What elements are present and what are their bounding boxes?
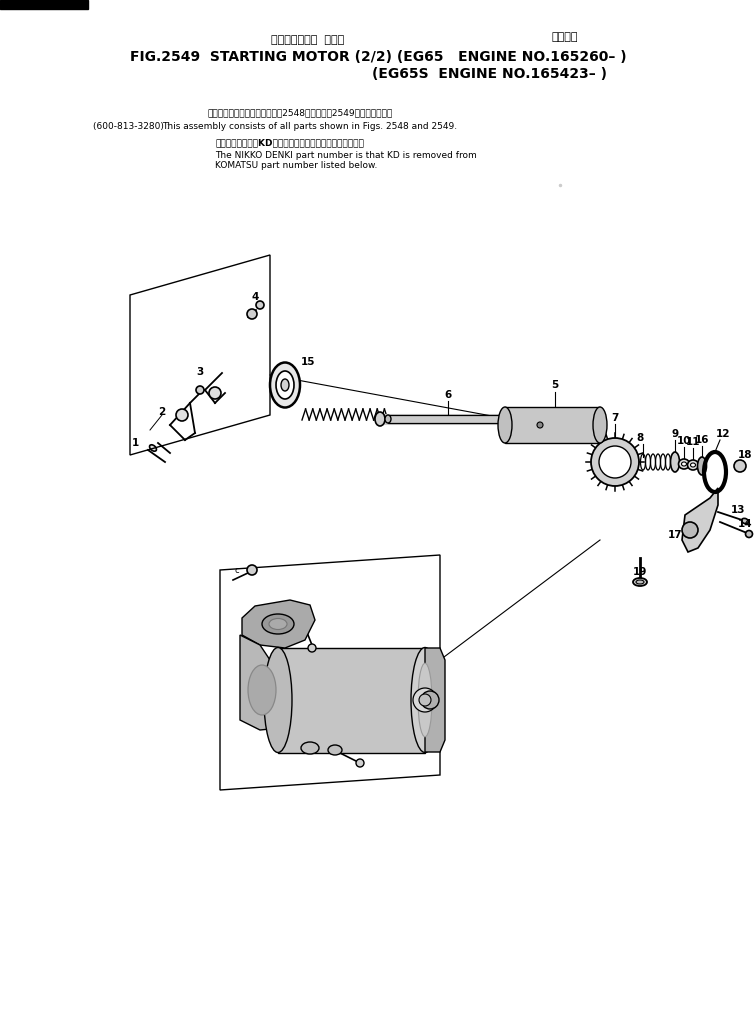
Text: 9: 9 (671, 428, 679, 439)
Text: The NIKKO DENKI part number is that KD is removed from: The NIKKO DENKI part number is that KD i… (215, 151, 477, 159)
Text: 2: 2 (158, 407, 166, 417)
Ellipse shape (505, 415, 511, 423)
Ellipse shape (498, 407, 512, 443)
Text: 14: 14 (738, 519, 752, 529)
Circle shape (734, 460, 746, 472)
Ellipse shape (301, 742, 319, 754)
Circle shape (591, 438, 639, 486)
Ellipse shape (681, 462, 686, 466)
Ellipse shape (678, 459, 689, 469)
Text: This assembly consists of all parts shown in Figs. 2548 and 2549.: This assembly consists of all parts show… (163, 122, 457, 131)
Text: 16: 16 (695, 435, 709, 445)
Text: 通用号機: 通用号機 (552, 32, 578, 42)
Text: 12: 12 (716, 428, 730, 439)
Ellipse shape (636, 580, 644, 585)
Circle shape (209, 387, 221, 399)
Ellipse shape (385, 415, 391, 423)
Ellipse shape (690, 463, 696, 467)
Ellipse shape (248, 665, 276, 715)
Ellipse shape (328, 745, 342, 755)
Circle shape (247, 309, 257, 319)
Text: 10: 10 (677, 436, 691, 446)
Text: FIG.2549  STARTING MOTOR (2/2) (EG65   ENGINE NO.165260– ): FIG.2549 STARTING MOTOR (2/2) (EG65 ENGI… (130, 50, 626, 64)
Text: 1: 1 (132, 438, 138, 448)
Ellipse shape (593, 407, 607, 443)
Circle shape (356, 759, 364, 767)
Circle shape (537, 422, 543, 428)
Text: 品番のメーカ記号KDを除いたものが日賢電機の品番です。: 品番のメーカ記号KDを除いたものが日賢電機の品番です。 (215, 139, 364, 148)
Circle shape (682, 522, 698, 538)
Ellipse shape (276, 371, 294, 399)
Ellipse shape (375, 412, 385, 426)
Circle shape (745, 531, 752, 538)
Circle shape (176, 409, 188, 421)
Ellipse shape (411, 647, 439, 753)
Ellipse shape (633, 578, 647, 586)
Circle shape (419, 694, 431, 706)
Text: 4: 4 (251, 292, 259, 302)
Circle shape (247, 565, 257, 575)
Bar (388, 415, 508, 423)
Ellipse shape (687, 460, 699, 470)
Circle shape (308, 644, 316, 652)
Ellipse shape (264, 647, 292, 753)
Ellipse shape (269, 619, 287, 629)
Text: 17: 17 (668, 530, 683, 540)
Bar (0, 0, 88, 9)
Circle shape (196, 386, 204, 394)
Ellipse shape (742, 519, 748, 524)
Polygon shape (242, 600, 315, 648)
Text: このアセンブリの構成部品は第2548図および第2549図を含みます。: このアセンブリの構成部品は第2548図および第2549図を含みます。 (207, 108, 392, 118)
Polygon shape (682, 488, 718, 552)
Polygon shape (425, 648, 445, 752)
Text: 18: 18 (738, 450, 752, 460)
Text: 7: 7 (612, 413, 618, 423)
Ellipse shape (421, 691, 439, 709)
Ellipse shape (671, 452, 680, 472)
Text: c: c (234, 565, 240, 574)
Circle shape (256, 301, 264, 309)
Text: 13: 13 (731, 505, 745, 515)
Text: 5: 5 (551, 380, 559, 390)
Ellipse shape (281, 379, 289, 391)
Text: スターティング  モータ: スターティング モータ (271, 35, 345, 45)
Text: 19: 19 (633, 567, 647, 577)
Ellipse shape (262, 614, 294, 634)
Bar (278, 648, 425, 753)
Text: 6: 6 (445, 390, 451, 400)
Text: (600-813-3280) :: (600-813-3280) : (93, 122, 169, 131)
Text: 15: 15 (301, 357, 315, 367)
Circle shape (599, 446, 631, 478)
Ellipse shape (150, 445, 156, 451)
Ellipse shape (270, 363, 300, 407)
Polygon shape (240, 635, 290, 730)
Text: 11: 11 (686, 437, 700, 447)
Text: KOMATSU part number listed below.: KOMATSU part number listed below. (215, 160, 377, 169)
Ellipse shape (418, 664, 432, 736)
Circle shape (413, 688, 437, 712)
Text: 3: 3 (197, 367, 203, 377)
Ellipse shape (698, 457, 707, 475)
Text: (EG65S  ENGINE NO.165423– ): (EG65S ENGINE NO.165423– ) (373, 67, 608, 81)
Bar (505, 407, 600, 443)
Text: 8: 8 (637, 433, 643, 443)
